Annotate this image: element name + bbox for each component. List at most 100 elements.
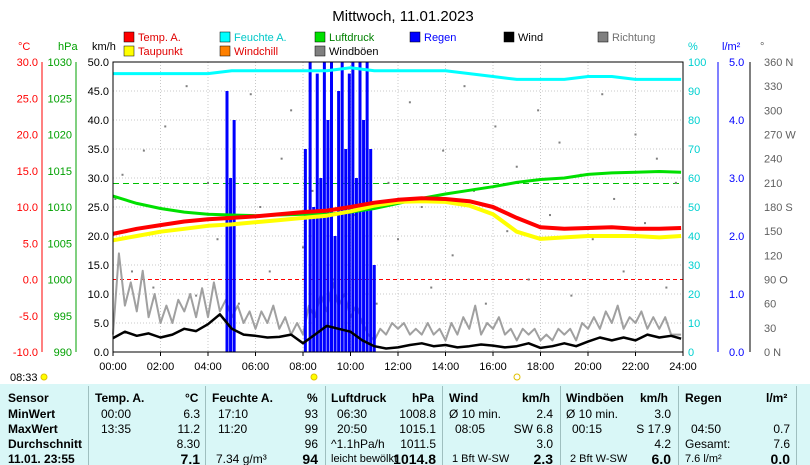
legend-swatch-gust xyxy=(314,45,326,57)
legend-swatch-rain xyxy=(409,31,421,43)
press-min-time: 06:30 xyxy=(337,407,368,421)
direction-point xyxy=(280,157,283,160)
direction-point xyxy=(442,149,445,152)
rain-tick-label: 5.0 xyxy=(729,57,744,69)
dewpoint-series-line xyxy=(112,199,682,243)
direction-tick-label: 300 xyxy=(764,105,782,117)
direction-point xyxy=(430,286,433,289)
gust-beaufort: 2 Bft W-SW xyxy=(570,453,628,465)
temp-tick-label: 15.0 xyxy=(17,166,38,178)
direction-point xyxy=(195,294,198,297)
pressure-tick-label: 1015 xyxy=(48,166,72,178)
press-min: 1008.8 xyxy=(399,407,436,421)
row-label-min: MinWert xyxy=(8,407,56,421)
direction-tick-label: 360 N xyxy=(764,57,793,69)
row-label-sensor: Sensor xyxy=(8,391,49,405)
rain-tick-label: 2.0 xyxy=(729,231,744,243)
rain-total-label: Gesamt: xyxy=(685,437,731,451)
temp-tick-label: -5.0 xyxy=(19,311,38,323)
temp-max: 11.2 xyxy=(177,422,200,436)
temperature-series-line xyxy=(112,196,682,236)
direction-point xyxy=(249,93,252,96)
rain-bar xyxy=(372,265,376,352)
wind-min: 2.4 xyxy=(536,407,553,421)
pressure-tick-label: 990 xyxy=(54,347,72,359)
legend-swatch-direction xyxy=(597,31,609,43)
direction-point xyxy=(515,165,518,168)
hum-min-time: 17:10 xyxy=(218,407,249,421)
pressure-axis-unit: hPa xyxy=(58,41,78,53)
direction-point xyxy=(537,109,540,112)
direction-point xyxy=(311,189,314,192)
humidity-tick-label: 40 xyxy=(688,231,700,243)
legend-swatch-windchill xyxy=(219,45,231,57)
chart-title: Mittwoch, 11.01.2023 xyxy=(332,8,473,25)
rain-bar xyxy=(319,178,323,352)
temp-max-time: 13:35 xyxy=(101,422,132,436)
pressure-series-line xyxy=(112,170,682,218)
press-avg: 1011.5 xyxy=(400,437,436,451)
humidity-tick-label: 90 xyxy=(688,86,700,98)
pressure-tick-label: 1030 xyxy=(48,57,72,69)
gust-unit: km/h xyxy=(640,391,669,405)
rain-bar xyxy=(354,178,358,352)
temp-tick-label: 10.0 xyxy=(17,202,38,214)
gust-max-time: 00:15 xyxy=(572,422,603,436)
direction-point xyxy=(152,286,155,289)
wind-series-line xyxy=(112,313,682,350)
direction-point xyxy=(302,246,304,249)
temp-current: 7.1 xyxy=(180,451,200,465)
legend-label-dew: Taupunkt xyxy=(138,46,183,58)
direction-point xyxy=(463,85,466,88)
plot-frame xyxy=(112,61,684,353)
hum-min: 93 xyxy=(304,407,318,421)
legend-label-wind: Wind xyxy=(518,32,543,44)
hum-current: 94 xyxy=(302,451,318,465)
wind-axis-unit: km/h xyxy=(92,41,116,53)
row-label-avg: Durchschnitt xyxy=(8,437,83,451)
pressure-tick-label: 1020 xyxy=(48,130,72,142)
humidity-tick-label: 50 xyxy=(688,202,700,214)
legend-label-pressure: Luftdruck xyxy=(329,32,375,44)
direction-point xyxy=(451,254,454,257)
x-tick-label: 20:00 xyxy=(574,361,602,373)
direction-point xyxy=(549,214,551,217)
pressure-tick-label: 1010 xyxy=(48,202,72,214)
rain-bar xyxy=(225,91,229,352)
humidity-tick-label: 80 xyxy=(688,115,700,127)
gust-avg: 4.2 xyxy=(654,437,671,451)
rain-bar xyxy=(322,62,326,352)
direction-point xyxy=(527,278,530,281)
rain-bar xyxy=(362,120,366,352)
direction-point xyxy=(387,181,390,184)
legend-swatch-pressure xyxy=(314,31,326,43)
x-tick-label: 00:00 xyxy=(99,361,127,373)
rain-title: Regen xyxy=(685,391,722,405)
humidity-tick-label: 10 xyxy=(688,318,700,330)
legend-swatch-dew xyxy=(123,45,135,57)
x-tick-label: 24:00 xyxy=(669,361,697,373)
rain-axis-unit: l/m² xyxy=(722,41,741,53)
direction-point xyxy=(570,294,573,297)
direction-point xyxy=(665,286,668,289)
rain-day-total: 7.6 l/m² xyxy=(685,453,722,465)
temp-tick-label: 0.0 xyxy=(23,275,38,287)
pressure-tick-label: 1000 xyxy=(48,275,72,287)
press-max: 1015.1 xyxy=(399,422,436,436)
rain-bar xyxy=(232,120,236,352)
wind-max-time: 08:05 xyxy=(455,422,486,436)
rain-tick-label: 0.0 xyxy=(729,347,744,359)
direction-tick-label: 120 xyxy=(764,250,782,262)
direction-point xyxy=(237,302,240,305)
direction-point xyxy=(375,302,378,305)
gust-max: S 17.9 xyxy=(636,422,671,436)
rain-bar xyxy=(344,149,348,352)
legend-label-humidity: Feuchte A. xyxy=(234,32,287,44)
humidity-tick-label: 0 xyxy=(688,347,694,359)
wind-tick-label: 10.0 xyxy=(88,289,109,301)
gust-min-time: Ø 10 min. xyxy=(566,407,619,421)
direction-point xyxy=(601,93,604,96)
wind-max: SW 6.8 xyxy=(513,422,553,436)
legend-label-direction: Richtung xyxy=(612,32,655,44)
